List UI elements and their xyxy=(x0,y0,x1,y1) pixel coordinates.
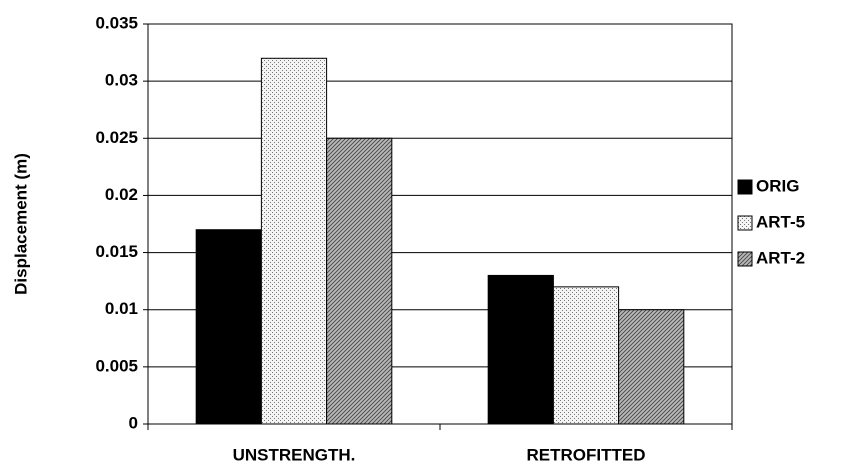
bar xyxy=(260,57,328,425)
bar xyxy=(487,274,554,425)
y-tick-label: 0.02 xyxy=(105,185,138,204)
y-tick-label: 0.035 xyxy=(95,13,138,32)
y-tick-label: 0.01 xyxy=(105,299,138,318)
legend-swatch xyxy=(737,251,753,267)
x-tick-label: UNSTRENGTH. xyxy=(233,445,356,464)
legend-swatch xyxy=(737,215,753,231)
bar xyxy=(326,137,393,425)
y-tick-label: 0.03 xyxy=(105,71,138,90)
legend-label: ART-2 xyxy=(756,248,805,267)
legend-label: ART-5 xyxy=(756,212,805,231)
y-tick-label: 0 xyxy=(129,413,138,432)
y-axis-label: Displacement (m) xyxy=(11,153,30,295)
legend-swatch xyxy=(737,179,753,195)
y-tick-label: 0.025 xyxy=(95,128,138,147)
x-tick-label: RETROFITTED xyxy=(527,445,646,464)
bar xyxy=(552,286,620,425)
y-tick-label: 0.015 xyxy=(95,242,138,261)
legend-label: ORIG xyxy=(756,176,799,195)
bar xyxy=(195,229,262,425)
bar xyxy=(618,309,685,425)
y-tick-label: 0.005 xyxy=(95,356,138,375)
